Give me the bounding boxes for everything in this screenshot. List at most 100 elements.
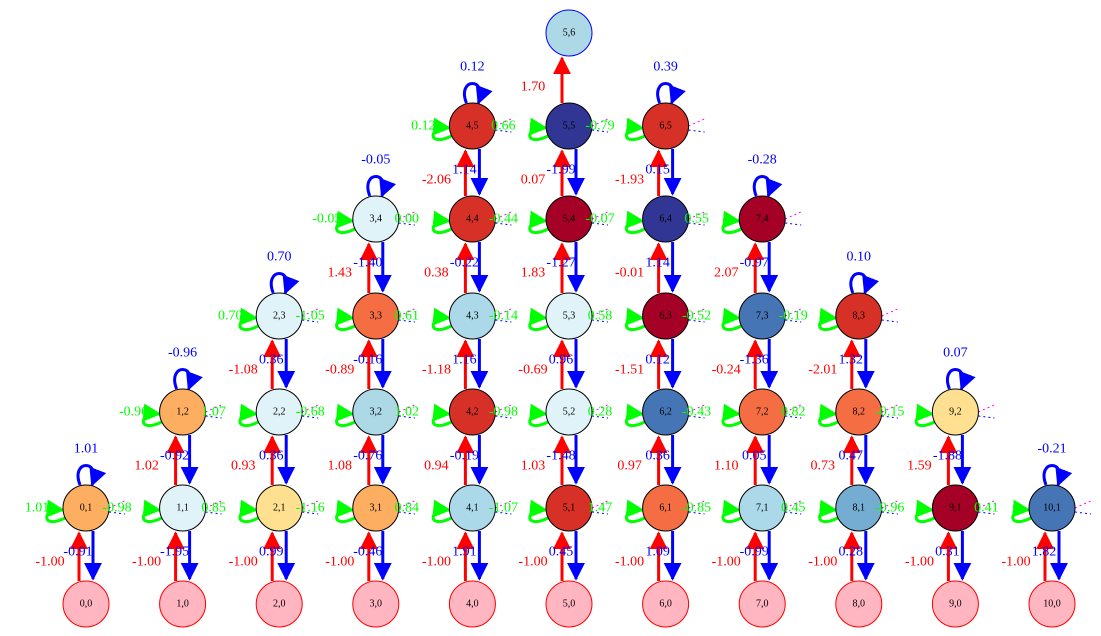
edge-dotted-n0-1 <box>108 499 128 509</box>
weight-right-n1-2: 1.07 <box>201 405 226 420</box>
node-label-n2-3: 2,3 <box>273 311 286 322</box>
edge-dotted-n9-1 <box>978 499 997 509</box>
weight-up-n3-1: -1.00 <box>325 555 354 570</box>
edge-loop-n10-1 <box>1042 464 1073 487</box>
node-n3-2 <box>352 388 400 436</box>
weight-down-n2-3: 0.36 <box>259 353 284 368</box>
node-label-n8-3: 8,3 <box>853 311 866 322</box>
edge-dashed-n9-2 <box>978 415 995 419</box>
edge-dotted-n4-3 <box>495 307 514 317</box>
edge-dotted-n10-1 <box>1074 499 1094 509</box>
node-n1-2 <box>159 388 207 436</box>
edge-dotted-n5-5 <box>591 117 611 127</box>
weight-right-n9-1: 0.41 <box>974 501 999 516</box>
weight-down-n5-4: -1.27 <box>546 256 575 271</box>
node-label-n2-0: 2,0 <box>273 599 286 610</box>
weight-up-n9-1: -1.00 <box>905 555 934 570</box>
edge-loop-n7-4 <box>752 175 783 198</box>
weight-up-n7-3: -0.24 <box>712 363 741 378</box>
weight-right-n5-1: 1.47 <box>588 501 613 516</box>
edge-dotted-n4-2 <box>495 403 514 413</box>
node-n10-0 <box>1028 580 1076 628</box>
edge-self-n5-2 <box>528 403 549 428</box>
node-label-n10-0: 10,0 <box>1043 599 1061 610</box>
edge-self-n9-2 <box>914 403 936 428</box>
weight-right-n7-1: 0.45 <box>781 501 806 516</box>
node-n8-2 <box>835 388 883 436</box>
weight-right-n0-1: -0.98 <box>102 501 131 516</box>
node-label-n4-1: 4,1 <box>466 503 479 514</box>
node-label-n6-2: 6,2 <box>659 407 672 418</box>
edge-loop-n6-5 <box>656 82 686 105</box>
edge-self-n8-1 <box>818 499 839 524</box>
node-n5-0 <box>545 580 593 628</box>
edge-dotted-n7-2 <box>784 403 804 413</box>
weight-up-n3-4: 1.43 <box>328 266 353 281</box>
weight-down-n3-4: -1.40 <box>353 256 382 271</box>
edge-self-n3-2 <box>335 403 356 428</box>
weight-loop-n7-4: -0.28 <box>748 153 777 168</box>
weight-down-n1-1: -1.95 <box>160 545 189 560</box>
node-n7-1 <box>738 484 786 532</box>
weight-right-n3-1: 0.84 <box>395 501 420 516</box>
node-label-n10-1: 10,1 <box>1043 503 1061 514</box>
edge-self-n4-1 <box>431 499 453 524</box>
edge-dotted-n8-3 <box>881 307 901 317</box>
weight-right-n8-1: -0.96 <box>875 501 904 516</box>
edge-self-n10-1 <box>1011 499 1032 524</box>
node-n4-3 <box>448 292 496 340</box>
weight-up-n7-1: -1.00 <box>712 555 741 570</box>
node-n5-6 <box>545 9 593 57</box>
edge-dotted-n2-2 <box>301 403 321 413</box>
weight-down-n7-1: -0.99 <box>740 545 769 560</box>
node-label-n1-0: 1,0 <box>176 599 189 610</box>
weight-right-n4-1: -1.07 <box>489 501 518 516</box>
node-label-n0-0: 0,0 <box>80 599 93 610</box>
node-n4-2 <box>448 388 496 436</box>
weight-right-n2-3: -1.05 <box>296 309 325 324</box>
edge-loop-n1-2 <box>173 368 203 391</box>
weight-up-n4-4: 0.38 <box>424 266 449 281</box>
weight-up-n3-3: -0.89 <box>325 363 354 378</box>
node-n6-3 <box>642 292 690 340</box>
edge-dotted-n9-2 <box>978 403 997 413</box>
edge-self-n8-3 <box>818 307 839 332</box>
weight-up-n4-3: -1.18 <box>422 363 451 378</box>
weight-up-n2-2: 0.93 <box>231 459 256 474</box>
weight-down-n5-3: 0.96 <box>549 353 574 368</box>
node-label-n5-4: 5,4 <box>563 214 576 225</box>
weight-down-n2-1: 0.99 <box>259 545 284 560</box>
weight-loop-n9-2: 0.07 <box>943 346 968 361</box>
node-n7-0 <box>738 580 786 628</box>
weight-right-n5-2: 0.28 <box>588 405 613 420</box>
weight-right-n7-2: 0.82 <box>781 405 806 420</box>
node-n4-4 <box>448 195 496 243</box>
weight-right-n6-4: 0.55 <box>684 212 709 227</box>
weight-down-n6-4: 1.14 <box>645 256 670 271</box>
weight-loop-n3-4: -0.05 <box>361 153 390 168</box>
edge-loop-n8-3 <box>849 272 880 295</box>
weight-right-n6-2: -0.43 <box>682 405 711 420</box>
weight-down-n10-1: 1.82 <box>1032 545 1057 560</box>
node-n1-1 <box>159 484 207 532</box>
node-label-n5-3: 5,3 <box>563 311 576 322</box>
weight-up-n1-2: 1.02 <box>134 459 159 474</box>
node-n0-0 <box>62 580 110 628</box>
edge-loop-n2-3 <box>269 272 300 295</box>
weight-loop-n1-2: -0.96 <box>168 346 197 361</box>
edge-self-n6-1 <box>624 499 646 524</box>
weight-up-n5-2: 1.03 <box>521 459 546 474</box>
edge-dashed-n7-4 <box>785 222 802 226</box>
weight-up-n0-1: -1.00 <box>35 555 64 570</box>
weight-label-layer: -1.00-0.911.01 -0.981.01-1.00-1.950.85-1.… <box>25 60 1067 570</box>
node-n5-4 <box>545 195 593 243</box>
node-n8-0 <box>835 580 883 628</box>
weight-up-n2-1: -1.00 <box>229 555 258 570</box>
weight-right-n8-2: -0.15 <box>875 405 904 420</box>
edge-dotted-n5-1 <box>591 499 611 509</box>
weight-down-n6-2: 0.36 <box>645 449 670 464</box>
node-n1-0 <box>159 580 207 628</box>
weight-down-n5-2: -1.48 <box>546 449 575 464</box>
edge-self-n4-3 <box>431 307 453 332</box>
edge-dotted-n3-2 <box>398 403 418 413</box>
